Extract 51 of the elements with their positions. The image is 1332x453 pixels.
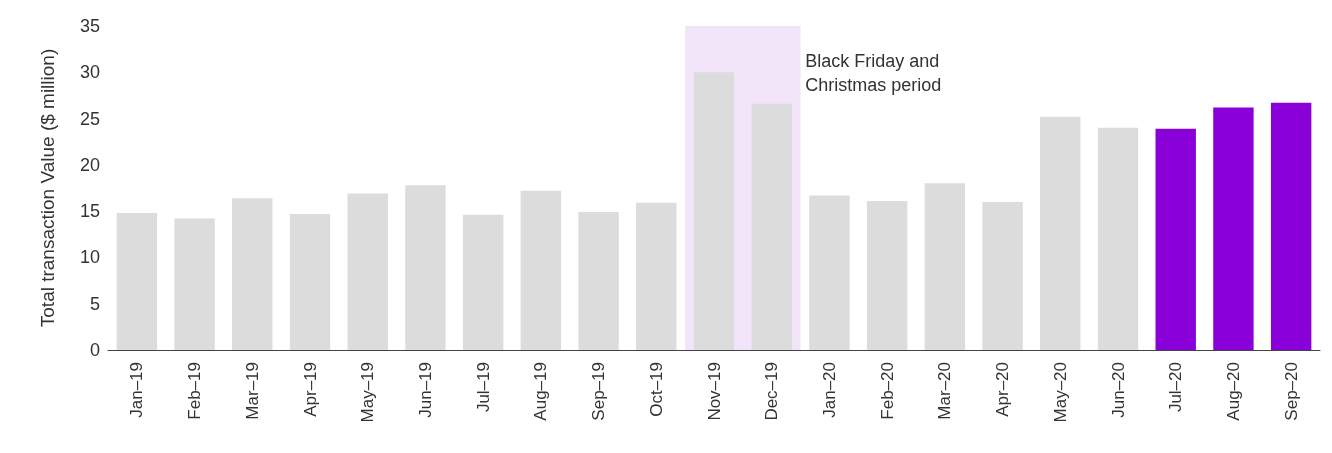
bar xyxy=(289,213,331,350)
bar xyxy=(924,183,966,350)
bar xyxy=(520,190,562,350)
bar xyxy=(982,201,1023,350)
bar xyxy=(578,212,619,350)
x-tick-label: Dec–19 xyxy=(762,362,782,421)
y-tick-label: 20 xyxy=(79,154,100,175)
x-tick-label: May–20 xyxy=(1050,362,1070,423)
x-tick-label: Mar–20 xyxy=(935,362,955,420)
x-tick-label: Jul–19 xyxy=(473,362,493,413)
bar xyxy=(405,185,446,350)
y-tick-label: 35 xyxy=(79,16,100,36)
x-tick-label: Aug–20 xyxy=(1223,362,1243,421)
x-tick-label: Apr–19 xyxy=(300,362,320,417)
bar xyxy=(1155,128,1196,350)
x-tick-label: Feb–19 xyxy=(185,362,205,420)
x-tick-label: Jun–20 xyxy=(1108,362,1128,418)
y-tick-label: 10 xyxy=(79,247,100,268)
x-tick-label: Aug–19 xyxy=(531,362,551,421)
x-tick-label: Mar–19 xyxy=(242,362,262,420)
bar xyxy=(174,218,215,350)
bar xyxy=(1270,102,1312,350)
x-tick-label: Jan–20 xyxy=(819,362,839,418)
y-tick-label: 15 xyxy=(79,201,100,222)
bar xyxy=(347,193,388,350)
x-tick-label: Jun–19 xyxy=(415,362,435,418)
band-label: Black Friday and Christmas period xyxy=(805,50,945,95)
x-tick-label: Sep–20 xyxy=(1281,362,1301,421)
x-tick-label: Jan–19 xyxy=(127,362,147,418)
bar xyxy=(809,195,850,350)
x-tick-label: Jul–20 xyxy=(1166,362,1186,413)
bar xyxy=(116,212,158,350)
y-tick-label: 0 xyxy=(89,340,100,360)
x-tick-label: Sep–19 xyxy=(589,362,609,421)
x-tick-label: Feb–20 xyxy=(877,362,897,420)
x-tick-label: Apr–20 xyxy=(993,362,1013,417)
y-tick-label: 30 xyxy=(79,62,100,83)
bar xyxy=(636,202,677,350)
bar xyxy=(1213,107,1254,350)
bar xyxy=(1097,127,1139,350)
bar xyxy=(866,200,908,350)
x-tick-label: May–19 xyxy=(358,362,378,423)
bar xyxy=(751,103,792,350)
x-tick-label: Nov–19 xyxy=(704,362,724,421)
bar xyxy=(1040,116,1081,350)
y-tick-label: 25 xyxy=(79,108,100,129)
bar xyxy=(232,198,273,350)
y-axis-title: Total transaction Value ($ million) xyxy=(36,48,58,328)
bar xyxy=(462,214,504,350)
x-tick-label: Oct–19 xyxy=(646,362,666,417)
y-tick-label: 5 xyxy=(89,293,100,314)
